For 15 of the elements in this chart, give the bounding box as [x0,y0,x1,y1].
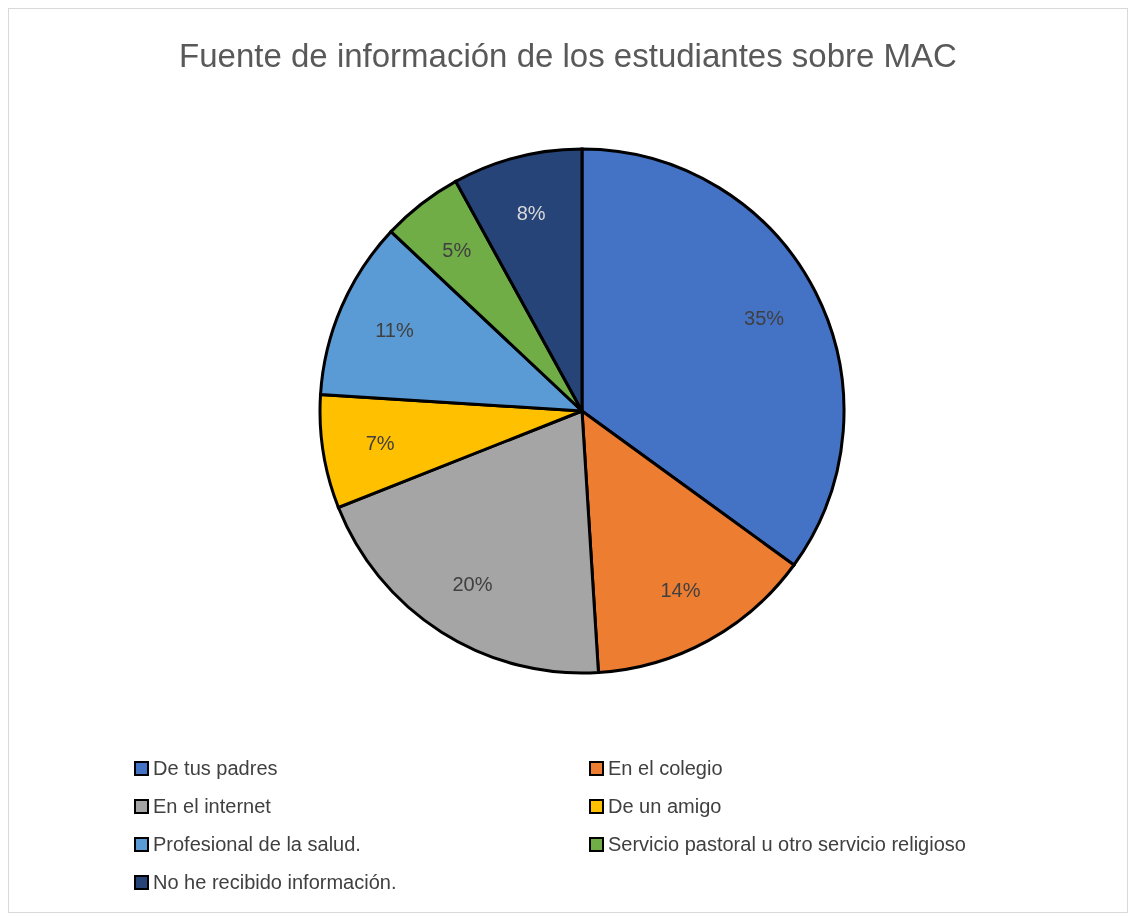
data-label: 20% [452,572,493,595]
data-label: 5% [442,238,472,261]
legend-label: De un amigo [608,794,722,818]
legend-label: De tus padres [153,756,278,780]
data-label: 8% [516,202,546,225]
data-label: 14% [660,579,701,602]
data-label: 35% [744,307,785,330]
data-label: 7% [365,431,395,454]
legend-label: No he recibido información. [153,870,397,894]
legend-label: Servicio pastoral u otro servicio religioso [608,832,966,856]
legend-label: En el internet [153,794,271,818]
legend-label: En el colegio [608,756,723,780]
data-label: 11% [375,318,414,341]
legend-label: Profesional de la salud. [153,832,361,856]
chart-title: Fuente de información de los estudiantes sobre MAC [178,37,958,76]
